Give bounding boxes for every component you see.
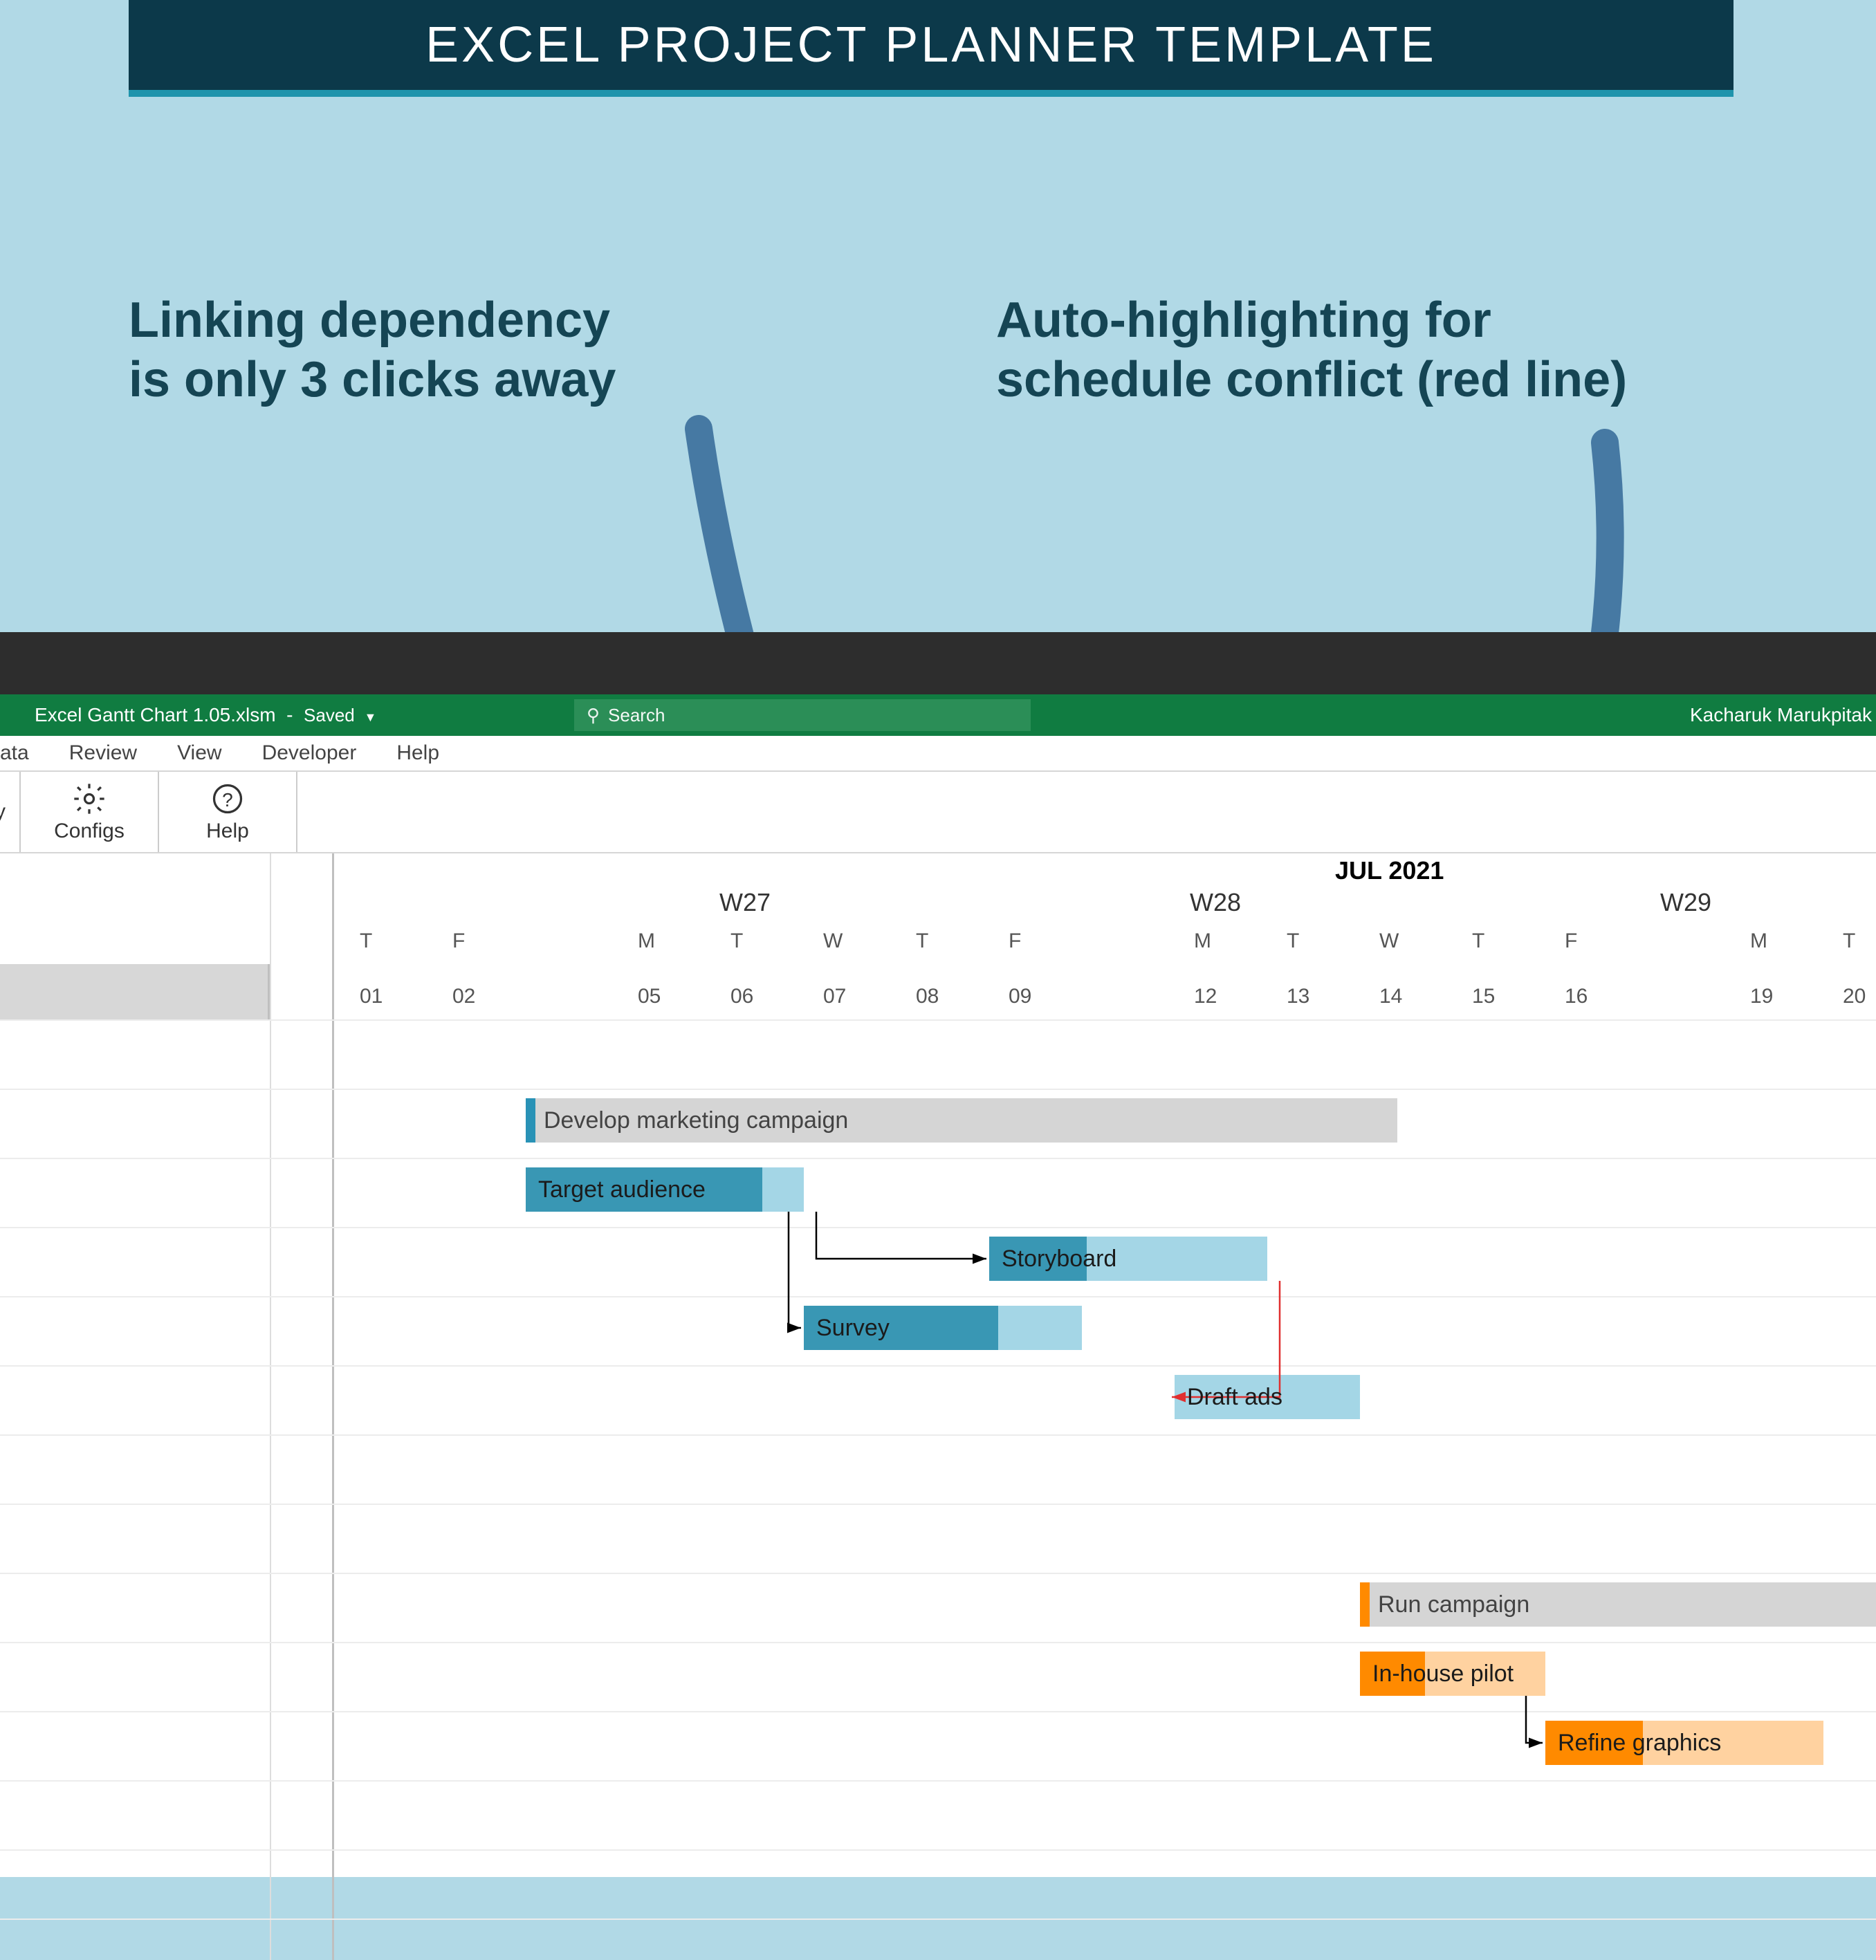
- day-of-week: W: [1379, 930, 1399, 953]
- week-label: W28: [1190, 888, 1241, 917]
- callout-left-line2: is only 3 clicks away: [129, 350, 616, 409]
- gear-icon: [71, 781, 107, 817]
- day-number: 14: [1379, 985, 1402, 1008]
- banner-title: EXCEL PROJECT PLANNER TEMPLATE: [425, 17, 1437, 73]
- day-of-week: T: [1843, 930, 1855, 953]
- user-info[interactable]: Kacharuk Marukpitak: [1690, 701, 1876, 730]
- ribbon-tabs: ata Review View Developer Help: [0, 736, 1876, 772]
- gantt-bar[interactable]: Draft ads: [1175, 1375, 1360, 1419]
- row-header-shade: [0, 964, 270, 1019]
- day-of-week: T: [916, 930, 928, 953]
- day-of-week: F: [1565, 930, 1577, 953]
- help-icon: ?: [210, 781, 246, 817]
- day-number: 01: [360, 985, 383, 1008]
- gantt-bar-label: Target audience: [538, 1176, 706, 1203]
- day-of-week: M: [1750, 930, 1767, 953]
- filename-dropdown-icon[interactable]: ▼: [365, 710, 377, 724]
- toolbar: y Configs ? Help: [0, 772, 1876, 853]
- gantt-bar-label: Refine graphics: [1558, 1730, 1721, 1757]
- gantt-bar[interactable]: Run campaign: [1360, 1582, 1876, 1627]
- day-number: 08: [916, 985, 939, 1008]
- day-of-week: F: [1009, 930, 1021, 953]
- day-number: 07: [823, 985, 846, 1008]
- toolbar-button-configs[interactable]: Configs: [21, 772, 159, 852]
- day-number: 15: [1472, 985, 1495, 1008]
- day-number: 05: [638, 985, 661, 1008]
- gantt-bar[interactable]: Refine graphics: [1545, 1721, 1823, 1765]
- day-number: 19: [1750, 985, 1773, 1008]
- callout-left: Linking dependency is only 3 clicks away: [129, 290, 616, 410]
- day-number: 13: [1287, 985, 1309, 1008]
- toolbar-button-help[interactable]: ? Help: [159, 772, 297, 852]
- gantt-bar-label: Run campaign: [1378, 1591, 1529, 1618]
- callout-right: Auto-highlighting for schedule conflict …: [996, 290, 1627, 410]
- day-number: 16: [1565, 985, 1588, 1008]
- day-of-week: T: [1472, 930, 1484, 953]
- gantt-bar-label: Survey: [816, 1315, 890, 1342]
- gantt-bar[interactable]: Develop marketing campaign: [526, 1098, 1397, 1143]
- window-chrome-bar: [0, 632, 1876, 694]
- day-of-week: T: [360, 930, 372, 953]
- gantt-bar[interactable]: Survey: [804, 1306, 1082, 1350]
- day-number: 06: [730, 985, 753, 1008]
- month-label: JUL 2021: [1335, 856, 1444, 885]
- search-box[interactable]: ⚲ Search: [574, 699, 1031, 731]
- callout-right-line1: Auto-highlighting for: [996, 290, 1627, 350]
- ribbon-tab[interactable]: View: [177, 741, 221, 765]
- gantt-bar[interactable]: In-house pilot: [1360, 1652, 1545, 1696]
- gantt-bar-label: Develop marketing campaign: [544, 1107, 848, 1134]
- gantt-bar[interactable]: Target audience: [526, 1167, 804, 1212]
- day-of-week: T: [1287, 930, 1299, 953]
- gantt-bar[interactable]: Storyboard: [989, 1237, 1267, 1281]
- toolbar-button-first[interactable]: y: [0, 772, 21, 852]
- day-number: 20: [1843, 985, 1866, 1008]
- search-icon: ⚲: [587, 705, 600, 726]
- day-of-week: M: [1194, 930, 1211, 953]
- day-number: 09: [1009, 985, 1031, 1008]
- day-number: 02: [452, 985, 475, 1008]
- day-of-week: T: [730, 930, 743, 953]
- excel-window: Excel Gantt Chart 1.05.xlsm - Saved ▼ ⚲ …: [0, 632, 1876, 1877]
- ribbon-tab[interactable]: ata: [0, 741, 29, 765]
- week-label: W29: [1660, 888, 1711, 917]
- week-label: W27: [719, 888, 771, 917]
- excel-title-bar: Excel Gantt Chart 1.05.xlsm - Saved ▼ ⚲ …: [0, 694, 1876, 736]
- callout-right-line2: schedule conflict (red line): [996, 350, 1627, 409]
- gantt-timeline: JUL 2021 W27 W28 W29 T 01 F 02 M 05 T 06 W 07 T 08 F 09 M 1…: [0, 853, 1876, 1960]
- ribbon-tab[interactable]: Review: [69, 741, 137, 765]
- callout-left-line1: Linking dependency: [129, 290, 616, 350]
- svg-text:?: ?: [222, 789, 233, 811]
- ribbon-tab[interactable]: Help: [396, 741, 439, 765]
- gantt-bar-label: Storyboard: [1002, 1246, 1116, 1273]
- day-of-week: F: [452, 930, 465, 953]
- gantt-bar-label: Draft ads: [1187, 1384, 1282, 1411]
- user-name: Kacharuk Marukpitak: [1690, 704, 1872, 726]
- gantt-bar-label: In-house pilot: [1372, 1661, 1514, 1688]
- day-of-week: M: [638, 930, 655, 953]
- day-number: 12: [1194, 985, 1217, 1008]
- ribbon-tab[interactable]: Developer: [262, 741, 357, 765]
- excel-filename: Excel Gantt Chart 1.05.xlsm - Saved ▼: [35, 704, 376, 726]
- day-of-week: W: [823, 930, 843, 953]
- title-banner: EXCEL PROJECT PLANNER TEMPLATE: [129, 0, 1734, 97]
- search-placeholder: Search: [608, 705, 665, 726]
